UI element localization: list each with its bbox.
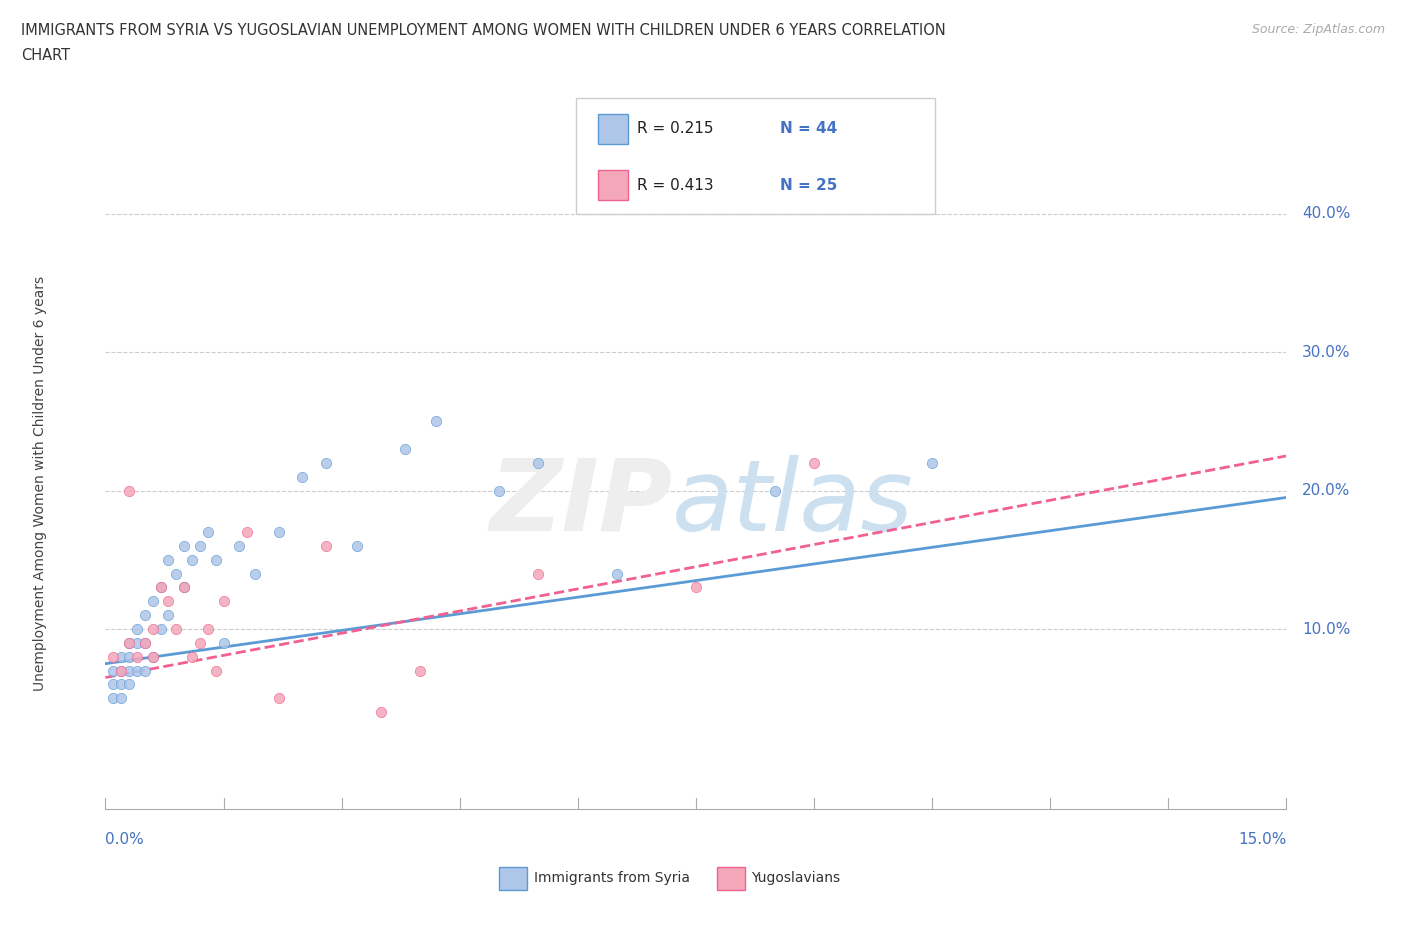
Point [267, 691, 290, 706]
Point [685, 580, 707, 595]
Text: Source: ZipAtlas.com: Source: ZipAtlas.com [1251, 23, 1385, 36]
Text: 40.0%: 40.0% [1302, 206, 1351, 221]
Text: R = 0.413: R = 0.413 [637, 178, 713, 193]
Point [125, 663, 148, 678]
Point [803, 456, 825, 471]
Text: 10.0%: 10.0% [1302, 621, 1351, 636]
Point [118, 635, 141, 650]
Point [118, 663, 141, 678]
Point [134, 635, 156, 650]
Text: 15.0%: 15.0% [1239, 832, 1286, 847]
Point [173, 580, 195, 595]
Point [173, 538, 195, 553]
Point [763, 483, 786, 498]
Point [267, 525, 290, 539]
Point [197, 621, 219, 636]
Point [142, 649, 165, 664]
Point [157, 607, 180, 622]
Text: Immigrants from Syria: Immigrants from Syria [534, 870, 690, 885]
Point [228, 538, 250, 553]
Text: N = 25: N = 25 [780, 178, 838, 193]
Text: N = 44: N = 44 [780, 121, 838, 136]
Point [110, 663, 132, 678]
Point [409, 663, 432, 678]
Point [394, 442, 416, 457]
Point [212, 594, 235, 609]
Text: IMMIGRANTS FROM SYRIA VS YUGOSLAVIAN UNEMPLOYMENT AMONG WOMEN WITH CHILDREN UNDE: IMMIGRANTS FROM SYRIA VS YUGOSLAVIAN UNE… [21, 23, 946, 38]
Point [110, 677, 132, 692]
Text: 20.0%: 20.0% [1302, 483, 1351, 498]
Text: Unemployment Among Women with Children Under 6 years: Unemployment Among Women with Children U… [34, 276, 48, 691]
Point [527, 456, 550, 471]
Point [125, 621, 148, 636]
Point [157, 552, 180, 567]
Point [204, 663, 226, 678]
Point [103, 691, 125, 706]
Point [921, 456, 943, 471]
Point [173, 580, 195, 595]
Point [103, 663, 125, 678]
Point [527, 566, 550, 581]
Point [110, 691, 132, 706]
Point [118, 635, 141, 650]
Point [346, 538, 368, 553]
Point [197, 525, 219, 539]
Point [157, 594, 180, 609]
Point [125, 635, 148, 650]
Point [204, 552, 226, 567]
Point [188, 635, 211, 650]
Point [315, 538, 337, 553]
Point [212, 635, 235, 650]
Point [142, 594, 165, 609]
Point [103, 677, 125, 692]
Point [118, 677, 141, 692]
Point [142, 621, 165, 636]
Point [110, 663, 132, 678]
Point [134, 635, 156, 650]
Text: 30.0%: 30.0% [1302, 344, 1351, 360]
Point [125, 649, 148, 664]
Text: CHART: CHART [21, 48, 70, 63]
Point [425, 414, 447, 429]
Point [134, 607, 156, 622]
Point [110, 649, 132, 664]
Point [188, 538, 211, 553]
Point [488, 483, 510, 498]
Point [118, 649, 141, 664]
Point [165, 621, 187, 636]
Text: R = 0.215: R = 0.215 [637, 121, 713, 136]
Point [103, 649, 125, 664]
Point [370, 705, 392, 720]
Point [149, 580, 172, 595]
Point [291, 470, 314, 485]
Point [606, 566, 628, 581]
Point [315, 456, 337, 471]
Point [134, 663, 156, 678]
Text: 0.0%: 0.0% [105, 832, 145, 847]
Point [243, 566, 266, 581]
Point [149, 621, 172, 636]
Text: ZIP: ZIP [489, 455, 672, 551]
Point [165, 566, 187, 581]
Point [181, 552, 204, 567]
Point [149, 580, 172, 595]
Text: Yugoslavians: Yugoslavians [751, 870, 839, 885]
Point [181, 649, 204, 664]
Text: atlas: atlas [672, 455, 914, 551]
Point [236, 525, 259, 539]
Point [118, 483, 141, 498]
Point [142, 649, 165, 664]
